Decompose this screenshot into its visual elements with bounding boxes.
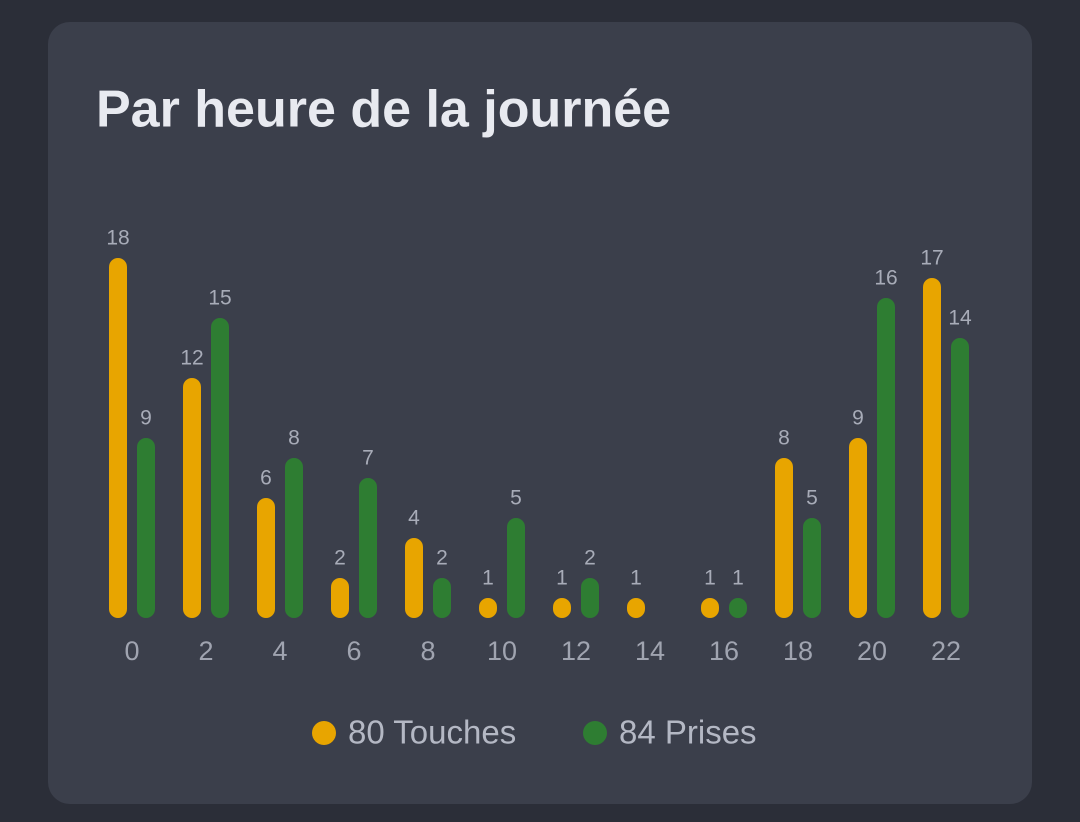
value-label: 5 [806, 487, 818, 510]
value-label: 1 [630, 567, 642, 590]
value-label: 12 [180, 347, 203, 370]
bar [331, 578, 349, 618]
chart-title: Par heure de la journée [96, 81, 671, 139]
bar [627, 598, 645, 618]
legend-marker [583, 721, 607, 745]
value-label: 1 [732, 567, 744, 590]
bar [951, 338, 969, 618]
x-tick-label: 14 [635, 636, 665, 666]
value-label: 8 [778, 427, 790, 450]
x-tick-label: 18 [783, 636, 813, 666]
bar [211, 318, 229, 618]
x-tick-label: 4 [272, 636, 287, 666]
value-label: 6 [260, 467, 272, 490]
bar [137, 438, 155, 618]
bar [581, 578, 599, 618]
x-tick-label: 10 [487, 636, 517, 666]
value-label: 5 [510, 487, 522, 510]
bar [775, 458, 793, 618]
value-label: 1 [704, 567, 716, 590]
bar [803, 518, 821, 618]
bar [285, 458, 303, 618]
x-tick-label: 2 [198, 636, 213, 666]
legend-label: 80 Touches [348, 714, 516, 751]
value-label: 14 [948, 307, 972, 330]
bar [479, 598, 497, 618]
value-label: 9 [140, 407, 152, 430]
value-label: 1 [556, 567, 568, 590]
x-tick-label: 8 [420, 636, 435, 666]
value-label: 1 [482, 567, 494, 590]
x-tick-label: 6 [346, 636, 361, 666]
value-label: 16 [874, 267, 897, 290]
bar [183, 378, 201, 618]
bar [507, 518, 525, 618]
bar [433, 578, 451, 618]
bar [701, 598, 719, 618]
value-label: 18 [106, 227, 129, 250]
legend-label: 84 Prises [619, 714, 757, 751]
value-label: 7 [362, 447, 374, 470]
value-label: 2 [334, 547, 346, 570]
legend-marker [312, 721, 336, 745]
value-label: 15 [208, 287, 231, 310]
x-tick-label: 22 [931, 636, 961, 666]
bar [849, 438, 867, 618]
value-label: 2 [436, 547, 448, 570]
bar [729, 598, 747, 618]
bar [553, 598, 571, 618]
bar [257, 498, 275, 618]
value-label: 17 [920, 247, 943, 270]
x-tick-label: 20 [857, 636, 887, 666]
bar [109, 258, 127, 618]
value-label: 4 [408, 507, 420, 530]
x-tick-label: 16 [709, 636, 739, 666]
bar [359, 478, 377, 618]
value-label: 2 [584, 547, 596, 570]
value-label: 8 [288, 427, 300, 450]
value-label: 9 [852, 407, 864, 430]
bar [405, 538, 423, 618]
bar [923, 278, 941, 618]
x-tick-label: 0 [124, 636, 139, 666]
bar [877, 298, 895, 618]
x-tick-label: 12 [561, 636, 591, 666]
